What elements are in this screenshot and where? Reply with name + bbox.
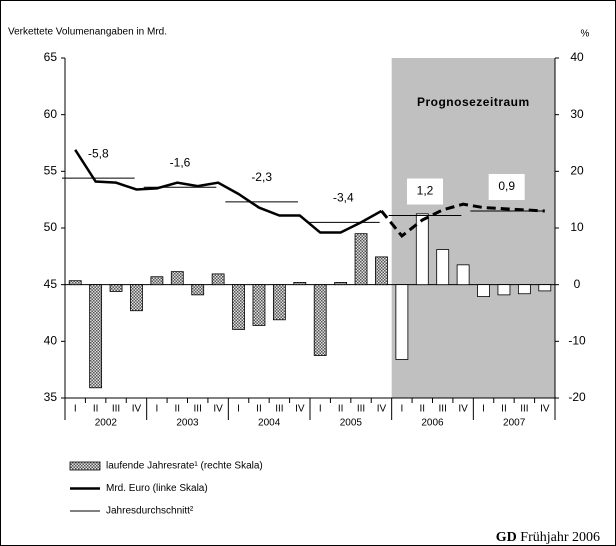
y-tick-label: 50 <box>44 220 58 234</box>
x-tick-label: III <box>357 404 365 415</box>
bar <box>436 249 450 286</box>
source-text: Frühjahr 2006 <box>520 530 600 545</box>
x-group-label: 2005 <box>340 418 363 429</box>
legend-label: laufende Jahresrate¹ (rechte Skala) <box>106 461 263 472</box>
average-label: -1,6 <box>170 155 191 169</box>
y2-tick-label: 20 <box>570 164 584 178</box>
line-forecast <box>380 202 545 239</box>
bar <box>313 284 327 356</box>
bar <box>415 213 429 286</box>
x-tick-label: I <box>74 404 77 415</box>
chart-title: Verkettete Volumenangaben in Mrd. <box>8 27 167 38</box>
shade-label: Prognosezeitraum <box>417 95 530 109</box>
x-tick-label: III <box>275 404 283 415</box>
x-group-label: 2002 <box>95 418 118 429</box>
bar <box>232 284 245 330</box>
average-label: -2,3 <box>251 170 272 184</box>
x-tick-label: I <box>482 404 485 415</box>
x-tick-label: IV <box>295 404 305 415</box>
bar <box>334 281 348 286</box>
bar <box>477 284 490 297</box>
average-label: -3,4 <box>333 191 354 205</box>
x-group-label: 2004 <box>258 418 281 429</box>
x-tick-label: II <box>501 404 507 415</box>
bar <box>456 264 470 286</box>
x-tick-label: II <box>256 404 262 415</box>
x-tick-label: I <box>400 404 403 415</box>
y-tick-label: 40 <box>44 334 58 348</box>
x-tick-label: IV <box>213 404 223 415</box>
line-actual <box>74 149 383 234</box>
y2-tick-label: -10 <box>568 334 586 348</box>
x-group-label: 2007 <box>503 418 526 429</box>
y-tick-label: 35 <box>44 390 58 404</box>
x-tick-label: IV <box>540 404 550 415</box>
y2-tick-label: 0 <box>574 277 581 291</box>
x-tick-label: III <box>520 404 528 415</box>
bar <box>130 284 143 312</box>
bar <box>395 284 409 360</box>
bar <box>211 273 225 286</box>
bar <box>191 284 205 296</box>
bar <box>293 281 307 286</box>
bar <box>538 284 552 292</box>
bar <box>517 284 531 295</box>
x-tick-label: IV <box>458 404 468 415</box>
x-tick-label: IV <box>132 404 142 415</box>
y2-tick-label: 10 <box>570 220 584 234</box>
bar <box>375 256 388 286</box>
source: GD Frühjahr 2006 <box>496 530 600 545</box>
average-label: -5,8 <box>88 146 109 160</box>
legend-swatch <box>69 461 101 471</box>
y2-tick-label: -20 <box>568 390 586 404</box>
x-tick-label: II <box>175 404 181 415</box>
y-tick-label: 45 <box>44 277 58 291</box>
source-bold: GD <box>496 530 517 545</box>
y-tick-label: 55 <box>44 164 58 178</box>
label-box <box>407 178 443 205</box>
x-tick-label: IV <box>377 404 387 415</box>
x-group-label: 2003 <box>176 418 199 429</box>
legend-label: Jahresdurchschnitt² <box>106 506 194 517</box>
y2-tick-label: 30 <box>570 107 584 121</box>
x-tick-label: I <box>155 404 158 415</box>
legend-label: Mrd. Euro (linke Skala) <box>106 483 208 494</box>
bar <box>170 271 184 286</box>
bar <box>272 284 286 321</box>
bar <box>150 276 164 286</box>
y2-unit: % <box>581 29 590 40</box>
average-label: 0,9 <box>498 179 515 193</box>
bar <box>354 233 368 286</box>
bar <box>89 284 103 389</box>
x-tick-label: I <box>319 404 322 415</box>
x-tick-label: I <box>237 404 240 415</box>
x-tick-label: III <box>112 404 120 415</box>
y-tick-label: 60 <box>44 107 58 121</box>
bar <box>252 284 266 326</box>
y-tick-label: 65 <box>44 50 58 64</box>
bar <box>68 280 82 286</box>
label-box <box>488 174 525 200</box>
bar <box>497 284 511 296</box>
x-group-label: 2006 <box>421 418 444 429</box>
bar <box>109 284 123 292</box>
x-tick-label: III <box>194 404 202 415</box>
average-label: 1,2 <box>417 184 434 198</box>
x-tick-label: III <box>439 404 447 415</box>
y2-tick-label: 40 <box>570 50 584 64</box>
x-tick-label: II <box>420 404 426 415</box>
x-tick-label: II <box>338 404 344 415</box>
x-tick-label: II <box>93 404 99 415</box>
